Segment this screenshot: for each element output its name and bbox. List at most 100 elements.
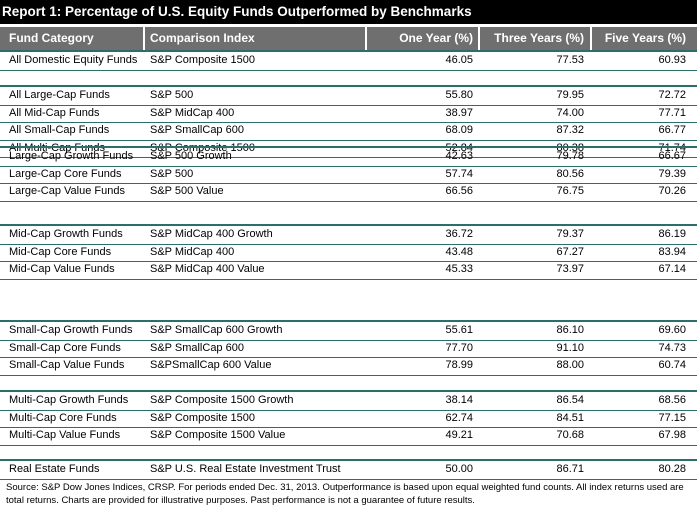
- comparison-index-cell: S&P MidCap 400 Growth: [150, 228, 273, 240]
- table-row: Multi-Cap Core Funds S&P Composite 1500 62…: [0, 410, 697, 428]
- fund-category-cell: Large-Cap Value Funds: [9, 185, 125, 197]
- one-year-cell: 42.63: [445, 150, 473, 162]
- five-years-cell: 67.14: [658, 263, 686, 275]
- comparison-index-cell: S&P 500 Value: [150, 185, 224, 197]
- fund-category-cell: All Small-Cap Funds: [9, 124, 110, 136]
- five-years-cell: 70.26: [658, 185, 686, 197]
- row-divider: [0, 339, 697, 341]
- table-row: All Multi-Cap Funds S&P Composite 1500 52.…: [0, 140, 697, 158]
- comparison-index-cell: S&P MidCap 400 Value: [150, 263, 265, 275]
- one-year-cell: 38.14: [445, 394, 473, 406]
- row-divider: [0, 200, 697, 202]
- table-row: All Domestic Equity Funds S&P Composite 1…: [0, 52, 697, 70]
- five-years-cell: 83.94: [658, 245, 686, 258]
- table-row: Small-Cap Growth Funds S&P SmallCap 600 G…: [0, 322, 697, 340]
- one-year-cell: 55.80: [445, 89, 473, 101]
- three-years-cell: 76.75: [556, 185, 584, 197]
- comparison-index-cell: S&P Composite 1500: [150, 54, 255, 66]
- row-divider: [0, 357, 697, 358]
- five-years-cell: 77.15: [658, 411, 686, 424]
- row-divider: [0, 104, 697, 106]
- fund-category-cell: Large-Cap Core Funds: [9, 167, 122, 180]
- comparison-index-cell: S&P SmallCap 600: [150, 124, 244, 136]
- group-rule: [0, 459, 697, 461]
- three-years-cell: 70.68: [556, 429, 584, 441]
- three-years-cell: 84.51: [556, 411, 584, 424]
- row-divider: [0, 278, 697, 280]
- one-year-cell: 78.99: [445, 359, 473, 371]
- group-rule: [0, 50, 697, 52]
- one-year-cell: 66.56: [445, 185, 473, 197]
- row-divider: [0, 374, 697, 376]
- row-divider: [0, 409, 697, 411]
- five-years-cell: 77.71: [658, 106, 686, 119]
- comparison-index-cell: S&PSmallCap 600 Value: [150, 359, 272, 371]
- three-years-cell: 67.27: [556, 245, 584, 258]
- row-divider: [0, 69, 697, 71]
- table-row: Mid-Cap Core Funds S&P MidCap 400 43.48 67.…: [0, 244, 697, 262]
- one-year-cell: 52.84: [445, 141, 473, 154]
- five-years-cell: 74.73: [658, 341, 686, 354]
- five-years-cell: 68.56: [658, 394, 686, 406]
- table-row: Large-Cap Value Funds S&P 500 Value 66.56 7…: [0, 183, 697, 201]
- comparison-index-cell: S&P U.S. Real Estate Investment Trust: [150, 463, 341, 475]
- row-divider: [0, 122, 697, 123]
- fund-category-cell: Large-Cap Growth Funds: [9, 150, 134, 162]
- five-years-cell: 86.19: [658, 228, 686, 240]
- fund-category-cell: Small-Cap Value Funds: [9, 359, 125, 371]
- five-years-cell: 72.72: [658, 89, 686, 101]
- table-row: All Large-Cap Funds S&P 500 55.80 79.95 72.7…: [0, 87, 697, 105]
- comparison-index-cell: S&P Composite 1500: [150, 141, 255, 154]
- three-years-cell: 91.10: [556, 341, 584, 354]
- header-fund-category: Fund Category: [9, 31, 94, 45]
- five-years-cell: 60.93: [658, 54, 686, 66]
- table-row: Mid-Cap Growth Funds S&P MidCap 400 Growt…: [0, 226, 697, 244]
- one-year-cell: 46.05: [445, 54, 473, 66]
- fund-category-cell: All Mid-Cap Funds: [9, 106, 100, 119]
- header-five-years: Five Years (%): [604, 31, 686, 45]
- three-years-cell: 80.56: [556, 167, 584, 180]
- one-year-cell: 57.74: [445, 167, 473, 180]
- row-divider: [0, 183, 697, 184]
- five-years-cell: 71.74: [658, 141, 686, 154]
- table-row: All Mid-Cap Funds S&P MidCap 400 38.97 74.0…: [0, 105, 697, 123]
- fund-category-cell: All Multi-Cap Funds: [9, 141, 105, 154]
- table-row: Large-Cap Growth Funds S&P 500 Growth 42.6…: [0, 148, 697, 166]
- one-year-cell: 38.97: [445, 106, 473, 119]
- row-divider: [0, 243, 697, 245]
- header-comparison-index: Comparison Index: [150, 31, 255, 45]
- three-years-cell: 87.32: [556, 124, 584, 136]
- three-years-cell: 79.95: [556, 89, 584, 101]
- header-one-year: One Year (%): [399, 31, 473, 45]
- report-title: Report 1: Percentage of U.S. Equity Fund…: [0, 0, 697, 24]
- fund-category-cell: Mid-Cap Growth Funds: [9, 228, 123, 240]
- group-rule: [0, 390, 697, 392]
- header-divider: [365, 27, 367, 50]
- header-divider: [590, 27, 592, 50]
- five-years-cell: 60.74: [658, 359, 686, 371]
- five-years-cell: 67.98: [658, 429, 686, 441]
- one-year-cell: 50.00: [445, 463, 473, 475]
- three-years-cell: 74.00: [556, 106, 584, 119]
- five-years-cell: 66.77: [658, 124, 686, 136]
- one-year-cell: 77.70: [445, 341, 473, 354]
- one-year-cell: 62.74: [445, 411, 473, 424]
- fund-category-cell: Multi-Cap Core Funds: [9, 411, 117, 424]
- comparison-index-cell: S&P Composite 1500 Growth: [150, 394, 294, 406]
- table-row: Large-Cap Core Funds S&P 500 57.74 80.56 79.…: [0, 166, 697, 184]
- three-years-cell: 73.97: [556, 263, 584, 275]
- table-header: Fund Category Comparison Index One Year …: [0, 27, 697, 50]
- table-row: Small-Cap Value Funds S&PSmallCap 600 Val…: [0, 357, 697, 375]
- three-years-cell: 79.37: [556, 228, 584, 240]
- three-years-cell: 79.78: [556, 150, 584, 162]
- fund-category-cell: Multi-Cap Growth Funds: [9, 394, 129, 406]
- group-rule: [0, 146, 697, 148]
- comparison-index-cell: S&P 500: [150, 89, 194, 101]
- three-years-cell: 86.10: [556, 324, 584, 336]
- three-years-cell: 80.38: [556, 141, 584, 154]
- comparison-index-cell: S&P MidCap 400: [150, 106, 235, 119]
- fund-category-cell: All Domestic Equity Funds: [9, 54, 138, 66]
- comparison-index-cell: S&P SmallCap 600: [150, 341, 244, 354]
- table-row: Mid-Cap Value Funds S&P MidCap 400 Value 4…: [0, 261, 697, 279]
